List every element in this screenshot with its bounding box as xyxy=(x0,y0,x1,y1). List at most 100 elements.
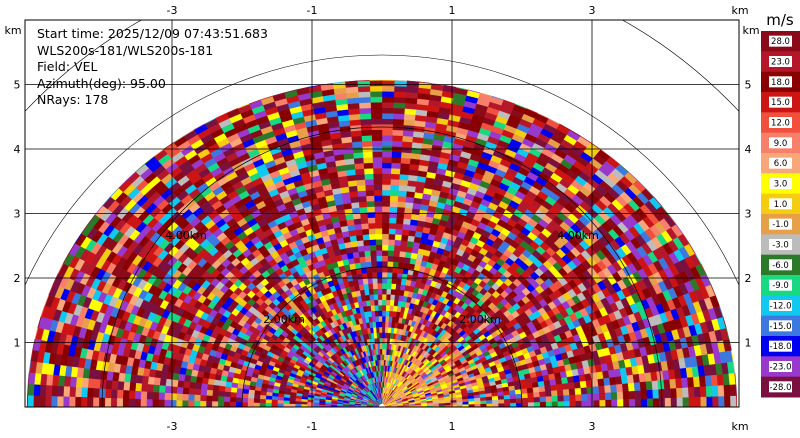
velocity-gate xyxy=(396,201,406,208)
velocity-gate xyxy=(388,217,397,224)
velocity-gate xyxy=(381,178,391,185)
velocity-gate xyxy=(717,384,725,397)
velocity-gate xyxy=(376,266,383,273)
velocity-gate xyxy=(381,310,386,317)
velocity-gate xyxy=(573,381,582,389)
velocity-gate xyxy=(393,250,401,257)
velocity-gate xyxy=(351,141,363,148)
velocity-gate xyxy=(358,96,371,104)
velocity-gate xyxy=(377,304,383,311)
velocity-gate xyxy=(381,162,392,169)
velocity-gate xyxy=(355,179,366,186)
velocity-gate xyxy=(375,239,383,246)
velocity-gate xyxy=(390,178,400,186)
velocity-gate xyxy=(373,189,383,196)
velocity-gate xyxy=(395,283,401,291)
velocity-gate xyxy=(394,289,401,296)
velocity-gate xyxy=(372,173,383,180)
velocity-gate xyxy=(374,206,383,213)
velocity-gate xyxy=(354,168,365,176)
velocity-gate xyxy=(398,256,406,263)
velocity-gate xyxy=(365,195,375,202)
velocity-gate xyxy=(367,277,373,285)
velocity-gate xyxy=(381,354,385,361)
velocity-gate xyxy=(388,316,393,323)
velocity-gate xyxy=(381,293,387,300)
velocity-gate xyxy=(377,283,383,289)
velocity-gate xyxy=(386,277,393,284)
velocity-gate xyxy=(374,315,380,322)
velocity-gate xyxy=(634,390,642,400)
velocity-gate xyxy=(377,293,383,300)
velocity-gate xyxy=(389,200,398,208)
velocity-gate xyxy=(355,234,364,242)
velocity-gate xyxy=(550,389,558,397)
velocity-gate xyxy=(395,217,404,225)
velocity-gate xyxy=(381,271,388,279)
velocity-gate xyxy=(393,91,407,98)
velocity-gate xyxy=(551,395,559,402)
velocity-gate xyxy=(388,233,396,240)
velocity-gate xyxy=(381,151,392,158)
velocity-gate xyxy=(509,393,517,399)
velocity-gate xyxy=(585,379,593,388)
velocity-gate xyxy=(401,141,413,148)
velocity-gate xyxy=(371,140,383,147)
velocity-gate xyxy=(373,293,379,301)
velocity-gate xyxy=(371,272,378,279)
velocity-gate xyxy=(627,382,636,392)
velocity-gate xyxy=(393,294,400,301)
velocity-gate xyxy=(688,396,696,407)
velocity-gate xyxy=(551,401,559,407)
velocity-gate xyxy=(575,400,583,407)
velocity-gate xyxy=(352,146,363,154)
velocity-gate xyxy=(354,162,365,170)
velocity-gate xyxy=(381,129,393,136)
velocity-gate xyxy=(710,374,719,386)
velocity-gate xyxy=(377,299,383,306)
velocity-gate xyxy=(515,393,523,399)
velocity-gate xyxy=(652,388,660,399)
velocity-gate xyxy=(400,234,409,242)
velocity-gate xyxy=(498,398,505,404)
velocity-gate xyxy=(381,140,393,147)
velocity-gate xyxy=(400,151,412,159)
velocity-gate xyxy=(569,394,577,402)
velocity-gate xyxy=(580,386,588,395)
velocity-gate xyxy=(587,399,595,407)
velocity-gate xyxy=(591,378,599,387)
velocity-gate xyxy=(645,380,653,391)
velocity-gate xyxy=(687,376,695,388)
velocity-gate xyxy=(381,332,386,339)
velocity-gate xyxy=(527,401,535,407)
velocity-gate xyxy=(356,239,364,247)
velocity-gate xyxy=(394,239,402,246)
velocity-gate xyxy=(381,80,395,87)
velocity-gate xyxy=(575,393,582,402)
velocity-gate xyxy=(381,167,392,174)
velocity-gate xyxy=(353,157,364,165)
velocity-gate xyxy=(374,304,379,312)
velocity-gate xyxy=(521,397,529,403)
velocity-gate xyxy=(366,200,375,208)
velocity-gate xyxy=(711,385,719,397)
velocity-gate xyxy=(369,79,383,81)
velocity-gate xyxy=(405,246,413,253)
velocity-gate xyxy=(533,401,541,407)
velocity-gate xyxy=(616,391,624,400)
velocity-gate xyxy=(381,101,394,109)
velocity-gate xyxy=(372,162,383,169)
velocity-gate xyxy=(399,173,409,181)
velocity-gate xyxy=(381,315,386,322)
velocity-gate xyxy=(486,403,493,407)
velocity-gate xyxy=(566,375,575,384)
velocity-gate xyxy=(526,387,534,394)
velocity-gate xyxy=(385,299,391,306)
velocity-gate xyxy=(593,399,600,407)
velocity-gate xyxy=(387,321,392,328)
velocity-gate xyxy=(356,184,366,192)
velocity-gate xyxy=(391,156,402,164)
velocity-gate xyxy=(381,211,390,218)
velocity-gate xyxy=(381,79,395,81)
velocity-gate xyxy=(394,233,402,241)
